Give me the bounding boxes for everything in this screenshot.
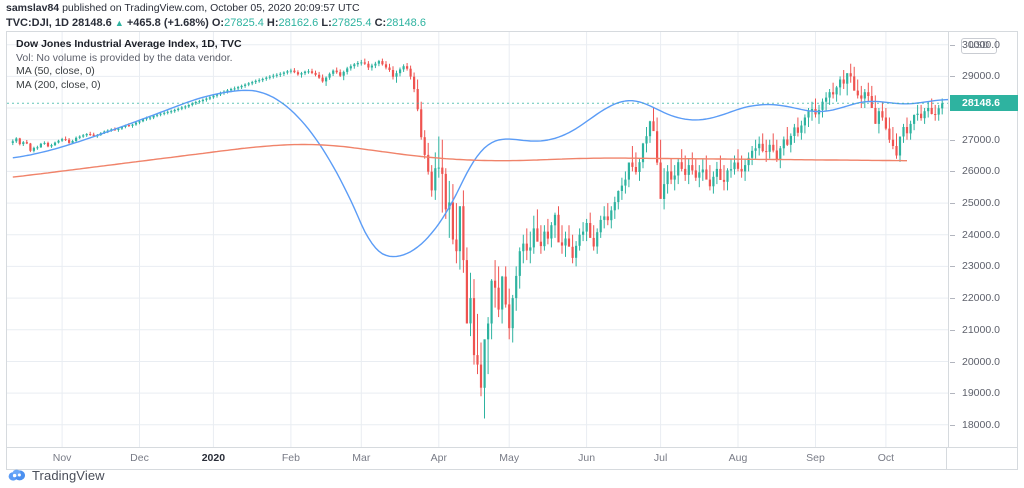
last-price: 28148.6: [72, 17, 112, 29]
price-axis-label: 27000.0: [962, 133, 1000, 146]
close-label: C:: [374, 17, 387, 29]
time-axis-label: Jun: [578, 452, 596, 464]
price-axis-label: 26000.0: [962, 165, 1000, 178]
chart-frame: Dow Jones Industrial Average Index, 1D, …: [6, 31, 1018, 448]
chart-series-layer: [7, 58, 948, 419]
time-axis-label: Sep: [806, 452, 825, 464]
time-axis-label: Nov: [52, 452, 72, 464]
price-tick: [950, 44, 955, 46]
low-value: 27825.4: [331, 17, 372, 29]
price-tick: [950, 361, 955, 363]
price-tick: [950, 76, 955, 78]
price-axis-label: 23000.0: [962, 260, 1000, 273]
time-axis-label: May: [499, 452, 520, 464]
price-axis-label: 24000.0: [962, 228, 1000, 241]
tradingview-cloud-icon: [8, 469, 25, 481]
time-axis-label: Feb: [281, 452, 300, 464]
symbol-quote-line: TVC:DJI, 1D 28148.6 ▲ +465.8 (+1.68%) O:…: [6, 17, 1018, 30]
price-up-arrow-icon: ▲: [114, 18, 124, 28]
time-scale[interactable]: Nov Dec 2020 Feb Mar Apr May Jun Jul Aug Sep Oct: [6, 448, 1018, 470]
price-tick: [950, 139, 955, 141]
time-axis-label: Aug: [728, 452, 748, 464]
price-axis-label: 30000.0: [962, 38, 1000, 51]
high-label: H:: [266, 17, 279, 29]
price-axis-label: 25000.0: [962, 197, 1000, 210]
symbol-ticker: TVC:DJI, 1D: [6, 17, 69, 29]
time-axis-label: Dec: [130, 452, 149, 464]
currency-badge[interactable]: USD: [961, 38, 998, 54]
chart-gridlines: [7, 32, 948, 447]
price-tick: [950, 329, 955, 331]
price-tick: [950, 298, 955, 300]
price-tick: [950, 266, 955, 268]
publish-timestamp: published on TradingView.com, October 05…: [62, 2, 360, 14]
price-axis-label: 29000.0: [962, 70, 1000, 83]
open-label: O:: [211, 17, 225, 29]
price-axis-label: 18000.0: [962, 418, 1000, 431]
time-axis-label: Oct: [877, 452, 895, 464]
time-axis-label: Jul: [653, 452, 668, 464]
price-scale[interactable]: USD 30000.029000.028000.027000.026000.02…: [948, 32, 1018, 447]
price-axis-label: 21000.0: [962, 323, 1000, 336]
open-value: 27825.4: [224, 17, 264, 29]
low-label: L:: [321, 17, 332, 29]
price-axis-label: 19000.0: [962, 387, 1000, 400]
footer: TradingView: [8, 468, 105, 483]
time-axis-label: Apr: [430, 452, 447, 464]
price-tick: [950, 234, 955, 236]
publish-info-line: samslav84 published on TradingView.com, …: [6, 2, 1018, 15]
publisher-name: samslav84: [6, 2, 60, 14]
price-tick: [950, 203, 955, 205]
price-tick: [950, 424, 955, 426]
time-scale-inner: Nov Dec 2020 Feb Mar Apr May Jun Jul Aug Sep Oct: [7, 448, 947, 469]
price-tick: [950, 393, 955, 395]
price-change: +465.8 (+1.68%): [126, 17, 209, 29]
tradingview-brand-label: TradingView: [32, 468, 105, 483]
chart-plot-area[interactable]: Dow Jones Industrial Average Index, 1D, …: [7, 32, 948, 447]
time-axis-label: Mar: [352, 452, 371, 464]
current-price-badge[interactable]: 28148.6: [950, 95, 1018, 112]
price-axis-label: 20000.0: [962, 355, 1000, 368]
high-value: 28162.6: [278, 17, 319, 29]
close-value: 28148.6: [386, 17, 426, 29]
chart-header: samslav84 published on TradingView.com, …: [6, 2, 1018, 30]
time-axis-label: 2020: [201, 452, 226, 464]
price-axis-label: 22000.0: [962, 292, 1000, 305]
price-tick: [950, 171, 955, 173]
